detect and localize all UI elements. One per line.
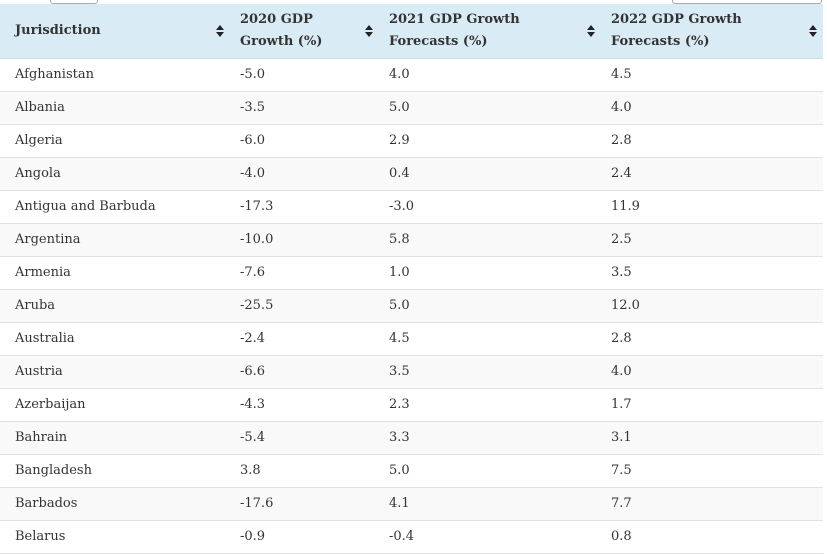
table-row: Albania -3.5 5.0 4.0 [0, 91, 823, 125]
table-row: Bahrain -5.4 3.3 3.1 [0, 421, 823, 455]
table-cell: 3.3 [379, 421, 601, 455]
column-header[interactable]: Jurisdiction [0, 4, 230, 59]
table-cell: 11.9 [601, 190, 823, 224]
table-cell: -3.0 [379, 190, 601, 224]
table-row: Azerbaijan -4.3 2.3 1.7 [0, 388, 823, 422]
table-cell: Austria [0, 355, 230, 389]
table-cell: -17.6 [230, 487, 379, 521]
table-cell: -10.0 [230, 223, 379, 257]
table-row: Aruba -25.5 5.0 12.0 [0, 289, 823, 323]
table-body: Afghanistan -5.0 4.0 4.5 Albania -3.5 5.0 4.0 Al… [0, 58, 823, 554]
table-cell: 1.0 [379, 256, 601, 290]
table-cell: 4.5 [379, 322, 601, 356]
table-cell: -17.3 [230, 190, 379, 224]
table-cell: 2.5 [601, 223, 823, 257]
table-cell: -5.4 [230, 421, 379, 455]
sort-icon [216, 24, 224, 37]
table-row: Algeria -6.0 2.9 2.8 [0, 124, 823, 158]
table-cell: 5.0 [379, 91, 601, 125]
table-cell: 3.5 [379, 355, 601, 389]
table-row: Argentina -10.0 5.8 2.5 [0, 223, 823, 257]
table-cell: Belarus [0, 520, 230, 554]
table-cell: -0.9 [230, 520, 379, 554]
column-header[interactable]: 2020 GDP Growth (%) [230, 4, 379, 59]
table-cell: 4.0 [379, 58, 601, 92]
table-cell: Aruba [0, 289, 230, 323]
table-cell: 3.5 [601, 256, 823, 290]
table-cell: 12.0 [601, 289, 823, 323]
sort-icon [809, 24, 817, 37]
table-row: Bangladesh 3.8 5.0 7.5 [0, 454, 823, 488]
table-cell: 4.0 [601, 355, 823, 389]
header-text: 2020 GDP Growth (%) [240, 11, 323, 49]
table-cell: 4.5 [601, 58, 823, 92]
table-cell: -4.0 [230, 157, 379, 191]
table-cell: -7.6 [230, 256, 379, 290]
table-row: Angola -4.0 0.4 2.4 [0, 157, 823, 191]
sort-icon [365, 24, 373, 37]
table-row: Afghanistan -5.0 4.0 4.5 [0, 58, 823, 92]
header-row: Jurisdiction 2020 GDP Growth (%) 2021 GDP … [0, 4, 823, 59]
table-cell: Afghanistan [0, 58, 230, 92]
table-cell: 7.5 [601, 454, 823, 488]
table-cell: -2.4 [230, 322, 379, 356]
table-cell: Argentina [0, 223, 230, 257]
table-row: Armenia -7.6 1.0 3.5 [0, 256, 823, 290]
data-table: Jurisdiction 2020 GDP Growth (%) 2021 GDP … [0, 4, 823, 554]
table-cell: Algeria [0, 124, 230, 158]
table-cell: 2.8 [601, 322, 823, 356]
table-cell: 3.1 [601, 421, 823, 455]
table-cell: Armenia [0, 256, 230, 290]
table-cell: 2.3 [379, 388, 601, 422]
table-cell: 4.0 [601, 91, 823, 125]
table-cell: Azerbaijan [0, 388, 230, 422]
table-cell: 5.0 [379, 454, 601, 488]
table-cell: 2.9 [379, 124, 601, 158]
table-cell: -25.5 [230, 289, 379, 323]
sort-icon [587, 24, 595, 37]
table-cell: Barbados [0, 487, 230, 521]
table-row: Belarus -0.9 -0.4 0.8 [0, 520, 823, 554]
table-cell: -6.0 [230, 124, 379, 158]
table-row: Australia -2.4 4.5 2.8 [0, 322, 823, 356]
table-cell: 1.7 [601, 388, 823, 422]
table-cell: 5.8 [379, 223, 601, 257]
table-cell: 0.4 [379, 157, 601, 191]
table-cell: Bangladesh [0, 454, 230, 488]
table-cell: Albania [0, 91, 230, 125]
decor [672, 0, 822, 4]
table-cell: Australia [0, 322, 230, 356]
table-cell: 5.0 [379, 289, 601, 323]
header-text: 2021 GDP Growth Forecasts (%) [389, 11, 520, 49]
table-cell: -0.4 [379, 520, 601, 554]
table-cell: -3.5 [230, 91, 379, 125]
table-cell: -4.3 [230, 388, 379, 422]
table-cell: 2.8 [601, 124, 823, 158]
table-row: Antigua and Barbuda -17.3 -3.0 11.9 [0, 190, 823, 224]
table-cell: 7.7 [601, 487, 823, 521]
table-cell: 0.8 [601, 520, 823, 554]
column-header[interactable]: 2022 GDP Growth Forecasts (%) [601, 4, 823, 59]
column-header[interactable]: 2021 GDP Growth Forecasts (%) [379, 4, 601, 59]
header-text: Jurisdiction [15, 22, 101, 38]
table-cell: Angola [0, 157, 230, 191]
table-cell: -5.0 [230, 58, 379, 92]
decor [50, 0, 98, 4]
table-row: Barbados -17.6 4.1 7.7 [0, 487, 823, 521]
header-text: 2022 GDP Growth Forecasts (%) [611, 11, 742, 49]
table-cell: 2.4 [601, 157, 823, 191]
table-cell: Antigua and Barbuda [0, 190, 230, 224]
table-cell: -6.6 [230, 355, 379, 389]
table-cell: 3.8 [230, 454, 379, 488]
table-row: Austria -6.6 3.5 4.0 [0, 355, 823, 389]
table-cell: Bahrain [0, 421, 230, 455]
table-cell: 4.1 [379, 487, 601, 521]
